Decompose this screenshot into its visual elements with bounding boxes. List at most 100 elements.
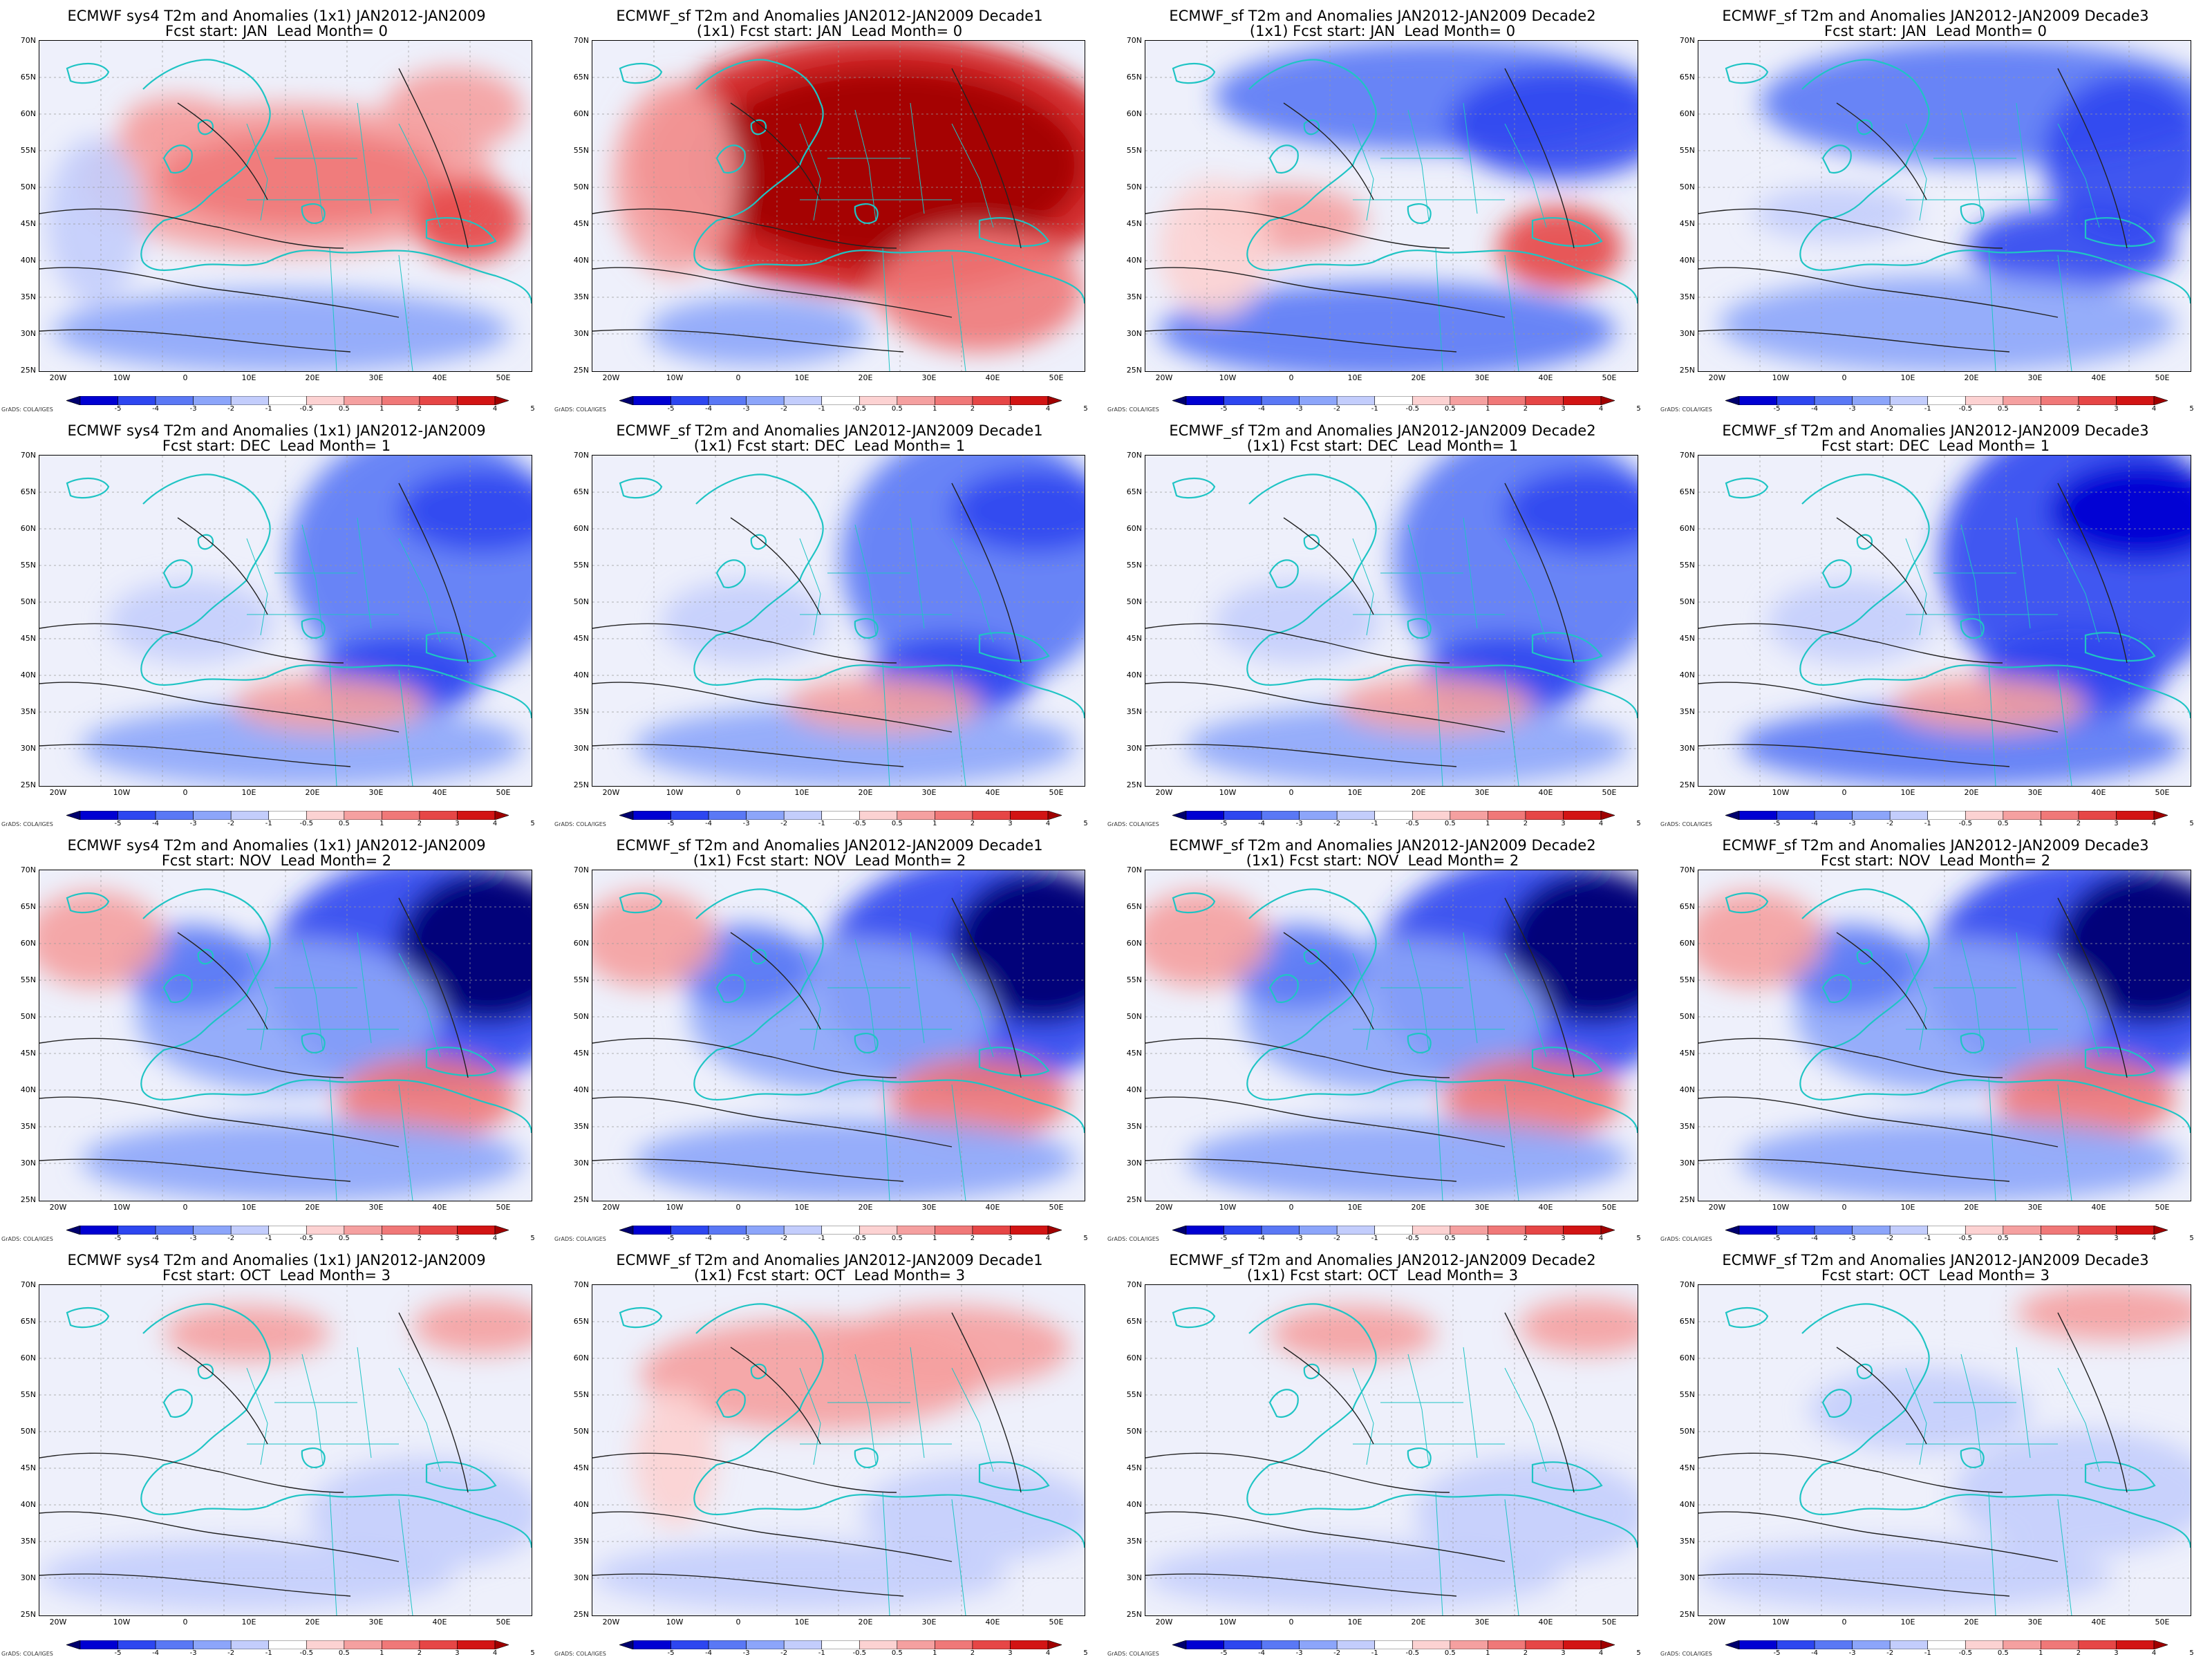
lat-label: 50N <box>1679 182 1695 191</box>
lon-label: 50E <box>1602 788 1617 797</box>
colorbar-label: 0.5 <box>1997 405 2009 413</box>
colorbar-swatch <box>2003 395 2041 406</box>
grads-credit: GrADS: COLA/IGES <box>554 1651 606 1657</box>
lon-label: 40E <box>1538 373 1553 382</box>
anomaly-region <box>613 82 738 276</box>
lat-label: 45N <box>1679 219 1695 228</box>
colorbar-swatch <box>821 810 860 821</box>
colorbar-label: 0.5 <box>338 1235 350 1242</box>
lat-label: 45N <box>1126 634 1142 643</box>
lon-label: 10W <box>1219 1618 1237 1627</box>
colorbar-swatch <box>1725 395 1740 406</box>
anomaly-map <box>39 1284 532 1616</box>
anomaly-field <box>592 41 1085 371</box>
colorbar-label: -5 <box>1773 1649 1781 1657</box>
colorbar-swatch <box>382 1640 420 1650</box>
country-borders <box>799 1347 994 1615</box>
climatology-contour <box>39 1452 344 1493</box>
anomaly-region <box>1505 469 1638 552</box>
climatology-contour <box>1836 1347 1927 1445</box>
lon-label: 20W <box>49 788 67 797</box>
anomaly-region <box>109 580 274 663</box>
lat-label: 45N <box>1126 1049 1142 1058</box>
colorbar-label: -2 <box>1886 405 1894 413</box>
colorbar-label: -1 <box>265 820 272 827</box>
colorbar-swatch <box>859 1640 898 1650</box>
climatology-contour <box>39 1511 400 1562</box>
colorbar-label: 0.5 <box>1997 820 2009 827</box>
colorbar-swatch <box>2078 1640 2117 1650</box>
anomaly-region <box>648 297 869 366</box>
lon-label: 20W <box>1155 788 1173 797</box>
lat-label: 60N <box>1126 109 1142 118</box>
colorbar-swatch <box>66 810 81 821</box>
colorbar-swatch <box>1927 1225 1966 1235</box>
lat-label: 45N <box>20 1049 36 1058</box>
colorbar-label: 2 <box>2076 1235 2081 1242</box>
lat-label: 60N <box>1126 939 1142 948</box>
coastline <box>1172 59 1638 304</box>
colorbar-label: -0.5 <box>1405 405 1420 413</box>
anomaly-region <box>1159 283 1615 371</box>
lat-label: 25N <box>1126 1610 1142 1619</box>
lon-label: 20E <box>1411 1618 1426 1627</box>
colorbar-swatch <box>632 395 671 406</box>
panel-title: ECMWF sys4 T2m and Anomalies (1x1) JAN20… <box>67 837 486 854</box>
lat-label: 25N <box>1126 366 1142 375</box>
anomaly-region <box>1187 704 1629 786</box>
anomaly-field <box>592 456 1085 786</box>
colorbar-swatch <box>1374 1640 1413 1650</box>
colorbar-label: 3 <box>2114 820 2119 827</box>
colorbar-label: 3 <box>1561 820 1566 827</box>
anomaly-field <box>1145 456 1638 786</box>
colorbar-swatch <box>1412 395 1451 406</box>
lon-label: 20W <box>1708 1203 1726 1212</box>
lat-label: 70N <box>573 451 589 460</box>
climatology-contour <box>39 1096 400 1147</box>
lon-label: 30E <box>368 1618 384 1627</box>
climatology-contour <box>1698 1038 2003 1078</box>
coastline <box>1725 888 2191 1134</box>
lat-label: 25N <box>573 366 589 375</box>
colorbar-label: -3 <box>742 1235 750 1242</box>
lon-label: 30E <box>921 788 937 797</box>
anomaly-region <box>337 1057 516 1140</box>
lon-label: 10E <box>794 373 809 382</box>
colorbar-swatch <box>268 810 307 821</box>
colorbar-label: 1 <box>1485 1235 1490 1242</box>
colorbar-swatch <box>1852 810 1891 821</box>
colorbar-swatch <box>1965 395 2004 406</box>
colorbar-label: 3 <box>1561 405 1566 413</box>
lat-label: 55N <box>1679 146 1695 155</box>
lat-label: 40N <box>1126 1085 1142 1094</box>
colorbar-label: -3 <box>189 820 197 827</box>
map-panel: ECMWF_sf T2m and Anomalies JAN2012-JAN20… <box>553 0 1106 415</box>
climatology-contour <box>1283 1347 1374 1445</box>
grads-credit: GrADS: COLA/IGES <box>1660 821 1712 827</box>
grads-credit: GrADS: COLA/IGES <box>554 1236 606 1242</box>
anomaly-region <box>696 68 1083 262</box>
lon-label: 10E <box>1900 373 1915 382</box>
lat-label: 40N <box>573 1500 589 1509</box>
colorbar-label: -0.5 <box>1958 405 1973 413</box>
climatology-contour <box>592 1159 904 1182</box>
colorbar-swatch <box>619 1225 634 1235</box>
map-panel: ECMWF_sf T2m and Anomalies JAN2012-JAN20… <box>1106 0 1659 415</box>
climatology-contour <box>1698 1159 2010 1182</box>
colorbar-swatch <box>2153 810 2168 821</box>
colorbar-swatch <box>2078 1225 2117 1235</box>
lat-label: 35N <box>1679 707 1695 716</box>
lat-label: 35N <box>1126 1537 1142 1546</box>
lat-label: 50N <box>1126 597 1142 606</box>
lon-label: 40E <box>1538 1618 1553 1627</box>
anomaly-region <box>2051 462 2191 559</box>
anomaly-region <box>1443 1057 1622 1140</box>
lon-label: 20W <box>1708 1618 1726 1627</box>
climatology-contour <box>592 208 897 249</box>
colorbar-swatch <box>419 810 458 821</box>
map-panel: ECMWF_sf T2m and Anomalies JAN2012-JAN20… <box>553 830 1106 1244</box>
panel-subtitle: Fcst start: OCT Lead Month= 3 <box>1821 1267 2050 1284</box>
lat-label: 25N <box>20 366 36 375</box>
colorbar-swatch <box>1261 1225 1300 1235</box>
lon-label: 0 <box>1841 788 1847 797</box>
